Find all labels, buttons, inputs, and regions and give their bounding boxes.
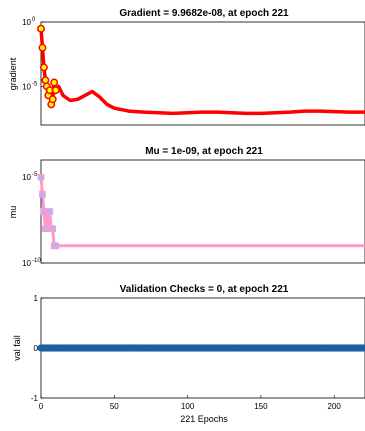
gradient-axes (40, 21, 365, 126)
y-tick-label: 10 (22, 259, 31, 268)
validation-title: Validation Checks = 0, at epoch 221 (120, 284, 289, 295)
gradient-series (37, 24, 365, 116)
y-tick-label: 10 (22, 173, 31, 182)
gradient-ylabel: gradient (8, 57, 18, 90)
x-tick-label: 100 (181, 402, 195, 411)
mu-panel: Mu = 1e-09, at epoch 221 mu 10 -510 -10 (8, 146, 365, 268)
mu-axes (40, 159, 365, 264)
validation-xlabel: 221 Epochs (180, 414, 228, 424)
y-tick-label: 1 (34, 294, 39, 303)
validation-panel: Validation Checks = 0, at epoch 221 val … (12, 284, 365, 424)
validation-xticks: 0 50 100 150 200 (39, 395, 342, 411)
mu-series (37, 173, 365, 250)
series-point (361, 344, 365, 352)
x-tick-label: 150 (254, 402, 268, 411)
y-tick-label: 0 (34, 344, 39, 353)
x-tick-label: 50 (110, 402, 119, 411)
gradient-panel: Gradient = 9.9682e-08, at epoch 221 grad… (8, 8, 365, 126)
series-point (39, 190, 46, 198)
mu-title: Mu = 1e-09, at epoch 221 (145, 146, 263, 157)
series-point (37, 24, 45, 33)
series-point (37, 173, 45, 181)
y-tick-exponent: 0 (32, 17, 36, 23)
series-point (38, 43, 47, 52)
series-point (49, 225, 57, 233)
y-tick-label: 10 (22, 82, 31, 91)
series-point (41, 76, 50, 85)
series-point (48, 95, 57, 104)
y-tick-exponent: -5 (32, 81, 38, 87)
y-tick-exponent: -10 (32, 258, 41, 264)
y-tick-label: 10 (22, 18, 31, 27)
gradient-title: Gradient = 9.9682e-08, at epoch 221 (119, 8, 289, 19)
series-point (50, 78, 59, 87)
series-point (51, 86, 60, 95)
series-point (46, 208, 54, 215)
validation-series (37, 344, 365, 352)
series-point (52, 242, 60, 250)
validation-ylabel: val fail (12, 335, 22, 361)
y-tick-label: -1 (31, 394, 39, 403)
mu-ylabel: mu (8, 206, 18, 219)
x-tick-label: 0 (39, 402, 44, 411)
y-tick-exponent: -5 (32, 172, 38, 178)
series-point (39, 63, 48, 72)
x-tick-label: 200 (328, 402, 342, 411)
